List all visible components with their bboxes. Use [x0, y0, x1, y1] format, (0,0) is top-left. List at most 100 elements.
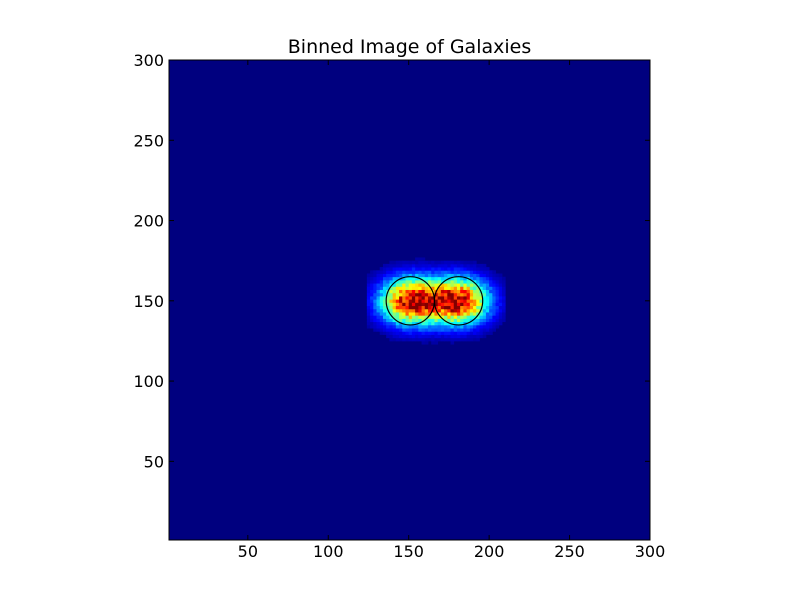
heat-cell	[479, 299, 484, 303]
heat-cell	[402, 295, 406, 300]
heat-cell	[437, 289, 442, 294]
heat-cell	[411, 305, 416, 310]
heat-cell	[424, 260, 429, 265]
heat-cell	[386, 331, 390, 335]
heat-cell	[447, 299, 451, 303]
heat-cell	[482, 263, 487, 268]
heat-cell	[447, 334, 451, 339]
heat-cell	[444, 273, 448, 278]
heat-cell	[408, 337, 413, 342]
heat-cell	[447, 337, 451, 342]
heat-cell	[389, 289, 394, 294]
heat-cell	[437, 315, 442, 319]
heat-cell	[389, 295, 394, 300]
heat-cell	[424, 279, 429, 284]
heat-cell	[489, 331, 493, 335]
heat-cell	[411, 295, 416, 300]
heat-cell	[411, 260, 416, 265]
heat-cell	[428, 337, 432, 342]
heat-cell	[479, 283, 484, 287]
heat-cell	[498, 305, 503, 310]
heat-cell	[386, 324, 390, 329]
heat-cell	[370, 299, 374, 303]
heat-cell	[453, 289, 458, 294]
heat-cell	[408, 328, 413, 332]
heat-cell	[453, 279, 458, 284]
heat-cell	[440, 292, 445, 297]
heat-cell	[421, 321, 426, 326]
heat-cell	[408, 308, 413, 313]
heat-cell	[466, 283, 471, 287]
heat-cell	[373, 279, 377, 284]
heat-cell	[386, 302, 390, 307]
heat-cell	[437, 260, 442, 265]
heat-cell	[405, 283, 410, 287]
heat-cell	[479, 318, 484, 323]
heat-cell	[402, 289, 406, 294]
heat-cell	[469, 276, 474, 281]
heat-cell	[482, 302, 487, 307]
heat-cell	[373, 318, 377, 323]
heat-cell	[437, 270, 442, 274]
heat-cell	[418, 289, 422, 294]
heat-cell	[379, 289, 384, 294]
heat-cell	[502, 292, 506, 297]
heat-cell	[373, 276, 377, 281]
heat-cell	[466, 331, 471, 335]
heat-cell	[473, 331, 477, 335]
heat-cell	[463, 308, 468, 313]
heat-cell	[428, 286, 432, 290]
heat-cell	[476, 312, 480, 316]
heat-cell	[366, 308, 371, 313]
heat-cell	[382, 276, 387, 281]
heat-cell	[460, 324, 464, 329]
heat-cell	[379, 308, 384, 313]
heat-cell	[431, 308, 435, 313]
heat-cell	[389, 331, 394, 335]
heat-cell	[386, 276, 390, 281]
heat-cell	[434, 321, 439, 326]
heat-cell	[485, 289, 490, 294]
heat-cell	[389, 263, 394, 268]
heat-cell	[421, 292, 426, 297]
heat-cell	[440, 276, 445, 281]
heat-cell	[463, 328, 468, 332]
heat-cell	[479, 302, 484, 307]
heat-cell	[415, 295, 419, 300]
heat-cell	[392, 276, 397, 281]
heat-cell	[440, 299, 445, 303]
heat-cell	[395, 318, 400, 323]
heat-cell	[379, 328, 384, 332]
heat-cell	[498, 289, 503, 294]
heat-cell	[428, 267, 432, 271]
heat-cell	[379, 299, 384, 303]
heat-cell	[456, 270, 461, 274]
heat-cell	[447, 328, 451, 332]
heat-cell	[469, 286, 474, 290]
heat-cell	[402, 276, 406, 281]
heat-cell	[453, 305, 458, 310]
heat-cell	[473, 328, 477, 332]
heat-cell	[415, 318, 419, 323]
heat-cell	[489, 276, 493, 281]
heat-cell	[428, 312, 432, 316]
heat-cell	[395, 276, 400, 281]
heat-cell	[485, 295, 490, 300]
heat-cell	[460, 276, 464, 281]
heat-cell	[395, 289, 400, 294]
heat-cell	[456, 267, 461, 271]
heat-cell	[421, 308, 426, 313]
heat-cell	[453, 292, 458, 297]
heat-cell	[389, 321, 394, 326]
heat-cell	[392, 270, 397, 274]
heat-cell	[405, 286, 410, 290]
heat-cell	[456, 308, 461, 313]
heat-cell	[382, 321, 387, 326]
heat-cell	[460, 292, 464, 297]
heat-cell	[463, 331, 468, 335]
heat-cell	[411, 334, 416, 339]
heat-cell	[366, 321, 371, 326]
heat-cell	[408, 321, 413, 326]
heat-cell	[476, 321, 480, 326]
heat-cell	[431, 292, 435, 297]
